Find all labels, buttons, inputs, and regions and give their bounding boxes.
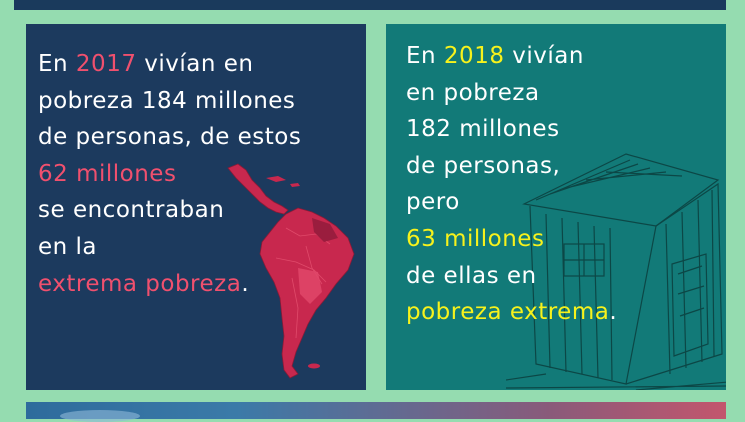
- panel-2018: En 2018 vivían en pobreza 182 millones d…: [386, 24, 726, 390]
- highlight-pobreza-extrema: pobreza extrema: [406, 299, 610, 326]
- text-line: de personas,: [406, 152, 561, 179]
- text-line: extrema pobreza.: [38, 270, 250, 297]
- top-banner: [14, 0, 726, 10]
- year-2018: 2018: [443, 43, 505, 69]
- panel-2017: En 2017 vivían en pobreza 184 millones d…: [26, 24, 366, 390]
- text-line: En 2018 vivían: [406, 43, 584, 69]
- bottom-decoration: [60, 410, 140, 422]
- text-line: en pobreza: [406, 79, 540, 106]
- panel-2017-text: En 2017 vivían en pobreza 184 millones d…: [38, 46, 301, 302]
- text-line: pobreza 184 millones: [38, 87, 296, 114]
- text-line: de personas, de estos: [38, 124, 302, 151]
- text-line: en la: [38, 233, 98, 260]
- text-line: 182 millones: [406, 116, 560, 143]
- south-america-map-icon: [227, 163, 355, 379]
- panel-2018-text: En 2018 vivían en pobreza 182 millones d…: [406, 38, 617, 331]
- text-line: de ellas en: [406, 262, 537, 289]
- shack-sketch-icon: [506, 153, 726, 390]
- text-line: En 2017 vivían en: [38, 51, 254, 77]
- bottom-banner: [26, 402, 726, 419]
- text-line: pero: [406, 189, 460, 216]
- highlight-63-millones: 63 millones: [406, 225, 545, 252]
- text-line: se encontraban: [38, 197, 225, 224]
- highlight-extrema-pobreza: extrema pobreza: [38, 270, 242, 297]
- highlight-62-millones: 62 millones: [38, 160, 177, 187]
- text-line: pobreza extrema.: [406, 299, 618, 326]
- year-2017: 2017: [75, 51, 137, 77]
